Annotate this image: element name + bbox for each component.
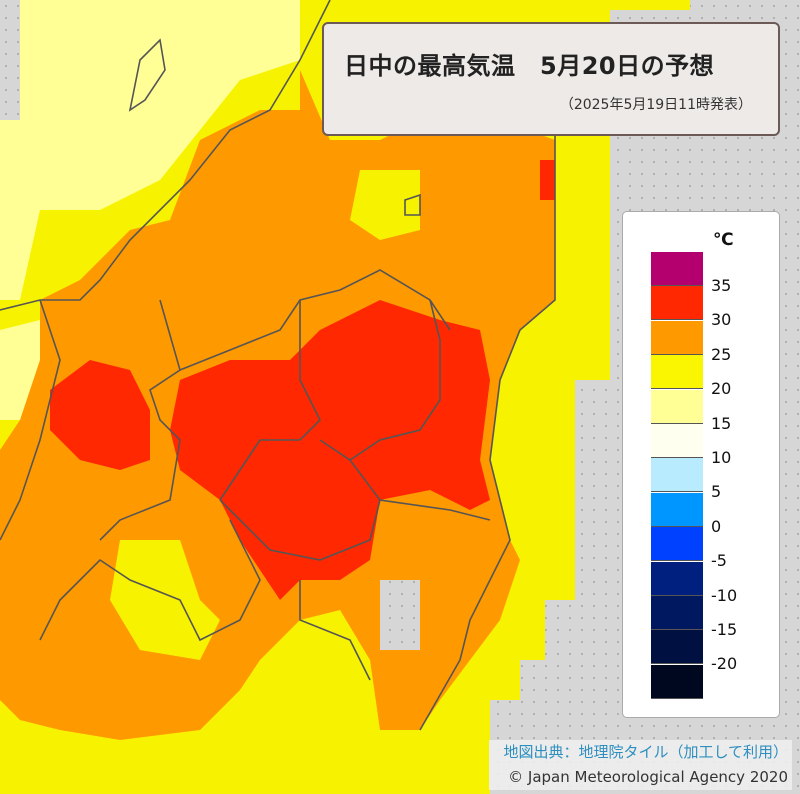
legend-label: 30 [711,310,732,330]
zone-20-25 [260,630,360,740]
zone-30-35 [50,360,150,470]
legend-swatch [651,424,703,458]
title-panel: 日中の最高気温 5月20日の予想 （2025年5月19日11時発表） [322,22,780,136]
legend-swatch [651,252,703,286]
legend-label: -10 [711,585,738,605]
zone-20-25 [350,170,420,240]
legend-swatch [651,630,703,665]
legend-swatch [651,286,703,321]
legend-swatch [651,320,703,355]
legend-label: 0 [711,516,722,536]
legend-swatch [651,664,703,699]
legend-label: 20 [711,379,732,399]
legend-label: -5 [711,551,727,571]
legend-label: -20 [711,654,738,674]
zone-20-25 [110,540,220,660]
zone-15-20 [0,0,300,300]
legend-label: 15 [711,413,732,433]
legend-swatch [651,527,703,562]
legend-label: -15 [711,620,738,639]
legend-label: 5 [711,482,722,502]
issued-time: （2025年5月19日11時発表） [559,97,752,113]
legend-swatch [651,596,703,630]
color-legend: ℃ 35 30 25 20 15 10 5 0 -5 -10 -15 -20 [622,211,780,718]
map-title: 日中の最高気温 5月20日の予想 [344,52,715,80]
legend-swatch [651,561,703,596]
legend-label: 10 [711,448,732,467]
map-source: 地図出典：地理院タイル（加工して利用） [503,743,788,761]
legend-swatch [651,458,703,493]
copyright: © Japan Meteorological Agency 2020 [508,768,788,786]
zone-30-35 [540,160,555,200]
legend-swatch [651,492,703,527]
legend-label: 25 [711,344,732,364]
zone-30-35 [170,300,490,600]
credits: 地図出典：地理院タイル（加工して利用） © Japan Meteorologic… [489,740,792,790]
tokyo-bay [380,580,420,650]
legend-label: 35 [711,276,732,295]
legend-swatch [651,389,703,424]
prefecture-boundaries [0,0,556,731]
legend-unit: ℃ [713,230,734,250]
legend-swatch [651,355,703,390]
